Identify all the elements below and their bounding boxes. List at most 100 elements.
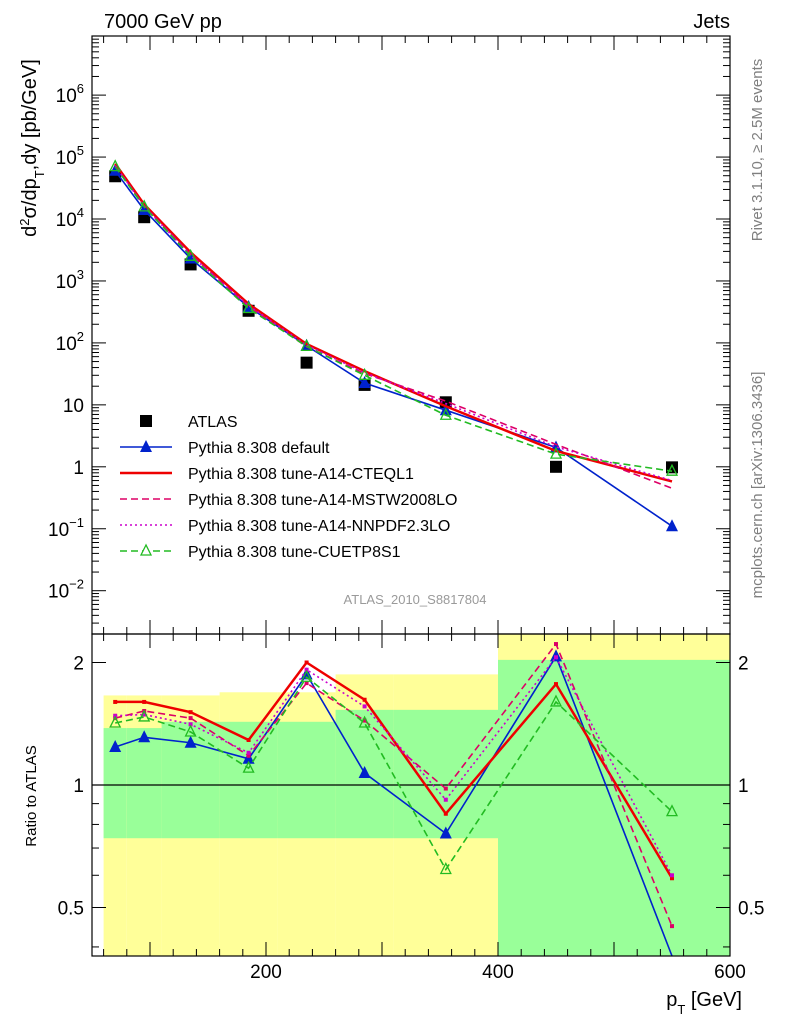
series-line (114, 165, 673, 482)
legend-entry: Pythia 8.308 tune-CUETP8S1 (120, 543, 401, 561)
legend-marker (140, 440, 152, 452)
data-point (300, 356, 313, 369)
series-line (114, 163, 673, 483)
ratio-point (443, 797, 448, 802)
legend-label: Pythia 8.308 default (188, 440, 330, 457)
y-tick-label: 106 (56, 81, 84, 107)
ratio-point (109, 739, 122, 752)
legend-marker (140, 415, 152, 427)
stat-uncertainty-band (103, 728, 127, 839)
y-tick-label: 1 (73, 458, 84, 479)
y-tick-label: 102 (56, 329, 84, 355)
data-point (358, 367, 371, 380)
ratio-y-tick-label-right: 2 (738, 654, 749, 675)
legend-marker (139, 543, 153, 556)
x-axis-label: pT [GeV] (666, 989, 742, 1017)
stat-uncertainty-band (498, 659, 614, 956)
ratio-point (304, 681, 309, 686)
data-point (666, 519, 678, 532)
ratio-y-tick-label: 2 (73, 654, 84, 675)
legend: ATLAS Pythia 8.308 default Pythia 8.308 tu… (120, 414, 457, 561)
ratio-point (665, 804, 679, 817)
x-tick-label: 200 (250, 962, 282, 983)
ratio-point (184, 735, 197, 748)
data-point (242, 300, 255, 314)
x-tick-label: 600 (714, 962, 746, 983)
stat-uncertainty-band (614, 659, 730, 956)
ratio-point (362, 718, 367, 723)
stat-uncertainty-band (126, 728, 162, 839)
ratio-series-4 (109, 669, 679, 875)
ratio-y-tick-label-right: 0.5 (738, 898, 764, 919)
ratio-y-tick-label: 0.5 (58, 898, 84, 919)
ratio-ylabel: Ratio to ATLAS (23, 745, 40, 846)
y-tick-label: 104 (56, 205, 84, 231)
ratio-y-tick-label-right: 1 (738, 776, 749, 797)
ratio-series-1 (113, 660, 674, 881)
ratio-point (304, 667, 309, 672)
ratio-point (554, 642, 558, 647)
ratio-frame (91, 633, 731, 957)
data-point (138, 202, 151, 215)
jets-label: Jets (693, 11, 730, 33)
y-tick-label: 10−1 (48, 515, 84, 541)
legend-label: ATLAS (188, 414, 238, 431)
ratio-line (115, 676, 673, 872)
data-point (300, 338, 313, 351)
ratio-series-layer (92, 642, 730, 957)
ratio-point (113, 699, 118, 704)
ratio-point (443, 786, 448, 791)
ratio-point (246, 750, 251, 755)
ratio-point (670, 873, 674, 878)
ratio-point (362, 704, 367, 709)
main-series-layer (109, 159, 679, 532)
ratio-point (304, 660, 309, 665)
legend-entry: Pythia 8.308 default (120, 440, 330, 457)
ratio-point (188, 710, 193, 715)
ratio-point (138, 730, 151, 743)
legend-label: Pythia 8.308 tune-A14-CTEQL1 (188, 466, 414, 483)
y-tick-label: 10 (63, 396, 84, 417)
data-point (109, 163, 122, 176)
ratio-point (242, 751, 255, 764)
ratio-point (358, 715, 371, 728)
ratio-uncertainty-bands (103, 634, 730, 956)
legend-label: Pythia 8.308 tune-CUETP8S1 (188, 544, 401, 561)
ratio-point (443, 811, 448, 816)
main-ylabel: d2σ/dpT,dy [pb/GeV] (17, 59, 47, 237)
legend-entry: Pythia 8.308 tune-A14-MSTW2008LO (120, 492, 457, 509)
ratio-point (246, 737, 251, 742)
ratio-point (549, 694, 563, 707)
ratio-point (439, 826, 452, 839)
legend-label: Pythia 8.308 tune-A14-NNPDF2.3LO (188, 518, 450, 535)
ratio-point (246, 753, 251, 758)
data-point (184, 248, 197, 261)
y-tick-label: 105 (56, 143, 84, 169)
series-line (114, 166, 673, 472)
analysis-label: ATLAS_2010_S8817804 (344, 592, 487, 607)
data-point (665, 463, 679, 476)
data-point (549, 446, 563, 459)
data-point (358, 376, 371, 389)
data-point (109, 159, 122, 172)
data-point (439, 407, 452, 420)
ratio-point (358, 766, 371, 779)
ratio-point (138, 709, 151, 722)
mcplots-label: mcplots.cern.ch [arXiv:1306.3436] (749, 372, 766, 599)
ratio-point (142, 699, 147, 704)
axes-layer: 10−2 10−1 1 10 102 103 104 105 106 200 400 600 0.5 0.… (48, 35, 764, 983)
ratio-point (242, 760, 255, 773)
ratio-point (184, 724, 197, 737)
main-series-2 (114, 163, 673, 483)
legend-label: Pythia 8.308 tune-A14-MSTW2008LO (188, 492, 457, 509)
y-tick-label: 10−2 (48, 577, 84, 603)
ratio-point (188, 716, 193, 721)
ratio-point (300, 669, 313, 682)
ratio-point (109, 715, 122, 728)
main-series-5 (109, 159, 679, 476)
data-point (550, 460, 562, 473)
ratio-point (670, 924, 674, 929)
ratio-point (439, 862, 452, 875)
y-tick-label: 103 (56, 267, 84, 293)
